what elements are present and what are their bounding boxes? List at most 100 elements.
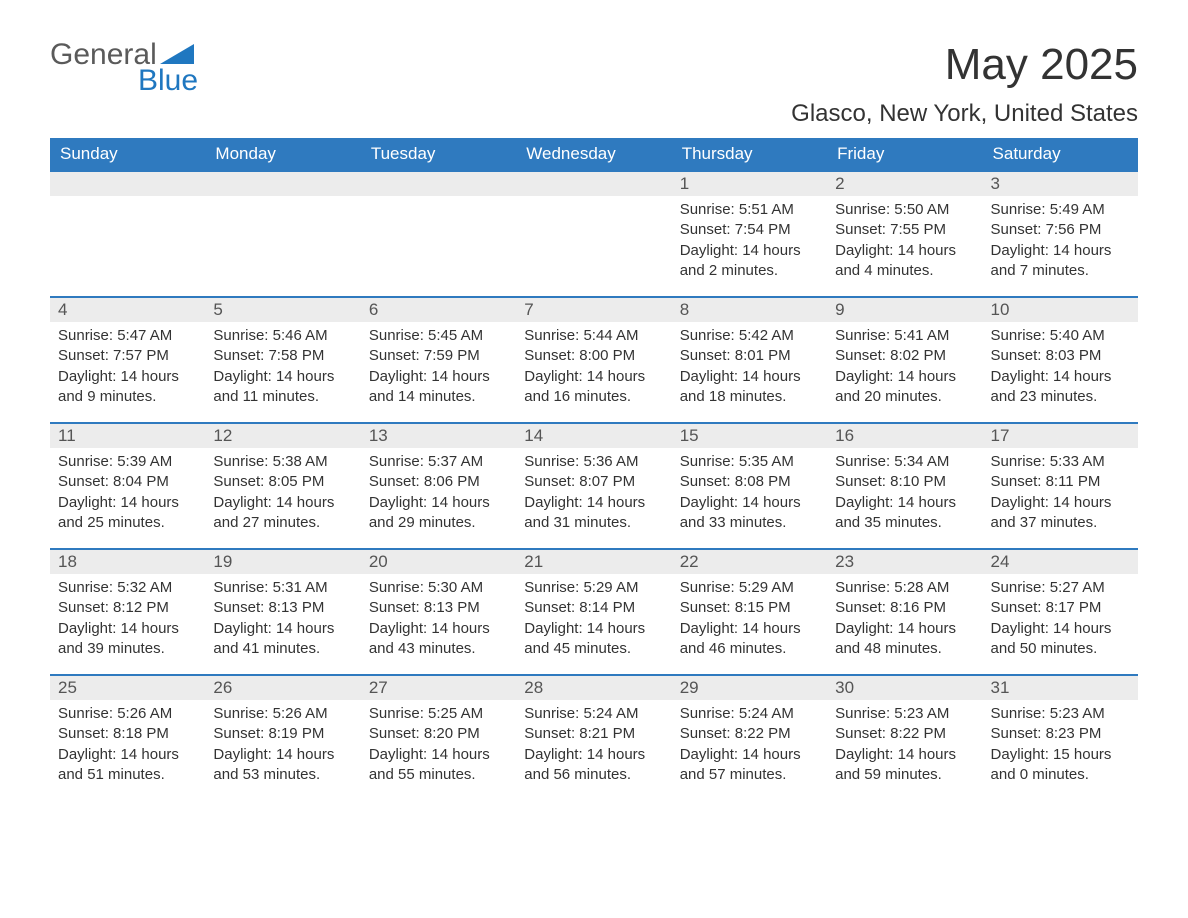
day-number: 12 bbox=[205, 424, 360, 448]
day-body: Sunrise: 5:39 AMSunset: 8:04 PMDaylight:… bbox=[50, 448, 205, 543]
brand-logo: General Blue bbox=[50, 40, 198, 96]
day-line: Daylight: 14 hours and 11 minutes. bbox=[213, 367, 352, 408]
day-line: Sunset: 7:57 PM bbox=[58, 346, 197, 366]
day-number: 26 bbox=[205, 676, 360, 700]
day-line: Sunset: 7:55 PM bbox=[835, 220, 974, 240]
calendar-cell: 8Sunrise: 5:42 AMSunset: 8:01 PMDaylight… bbox=[672, 297, 827, 423]
day-line: Sunset: 7:54 PM bbox=[680, 220, 819, 240]
calendar-cell: 11Sunrise: 5:39 AMSunset: 8:04 PMDayligh… bbox=[50, 423, 205, 549]
calendar-cell bbox=[361, 171, 516, 297]
day-line: Sunrise: 5:26 AM bbox=[213, 704, 352, 724]
day-number: 2 bbox=[827, 172, 982, 196]
day-body: Sunrise: 5:33 AMSunset: 8:11 PMDaylight:… bbox=[983, 448, 1138, 543]
day-line: Sunrise: 5:35 AM bbox=[680, 452, 819, 472]
day-number: 25 bbox=[50, 676, 205, 700]
day-line: Daylight: 14 hours and 29 minutes. bbox=[369, 493, 508, 534]
day-line: Sunrise: 5:37 AM bbox=[369, 452, 508, 472]
day-body: Sunrise: 5:41 AMSunset: 8:02 PMDaylight:… bbox=[827, 322, 982, 417]
day-number: 9 bbox=[827, 298, 982, 322]
page-header: General Blue May 2025 Glasco, New York, … bbox=[50, 40, 1138, 128]
calendar-cell: 15Sunrise: 5:35 AMSunset: 8:08 PMDayligh… bbox=[672, 423, 827, 549]
day-number: 1 bbox=[672, 172, 827, 196]
day-line: Sunrise: 5:29 AM bbox=[524, 578, 663, 598]
day-body: Sunrise: 5:34 AMSunset: 8:10 PMDaylight:… bbox=[827, 448, 982, 543]
day-number: 7 bbox=[516, 298, 671, 322]
day-line: Sunrise: 5:44 AM bbox=[524, 326, 663, 346]
day-body: Sunrise: 5:42 AMSunset: 8:01 PMDaylight:… bbox=[672, 322, 827, 417]
day-line: Daylight: 14 hours and 35 minutes. bbox=[835, 493, 974, 534]
day-line: Sunset: 8:13 PM bbox=[369, 598, 508, 618]
day-line: Sunset: 8:16 PM bbox=[835, 598, 974, 618]
day-line: Sunrise: 5:38 AM bbox=[213, 452, 352, 472]
day-line: Sunset: 7:59 PM bbox=[369, 346, 508, 366]
day-number: 10 bbox=[983, 298, 1138, 322]
day-number bbox=[361, 172, 516, 196]
month-title: May 2025 bbox=[791, 40, 1138, 90]
day-line: Sunset: 8:10 PM bbox=[835, 472, 974, 492]
day-line: Daylight: 14 hours and 16 minutes. bbox=[524, 367, 663, 408]
day-line: Sunset: 8:02 PM bbox=[835, 346, 974, 366]
day-line: Sunset: 8:22 PM bbox=[835, 724, 974, 744]
day-line: Sunrise: 5:50 AM bbox=[835, 200, 974, 220]
day-number bbox=[50, 172, 205, 196]
day-body: Sunrise: 5:27 AMSunset: 8:17 PMDaylight:… bbox=[983, 574, 1138, 669]
day-body: Sunrise: 5:26 AMSunset: 8:18 PMDaylight:… bbox=[50, 700, 205, 795]
day-line: Sunset: 8:14 PM bbox=[524, 598, 663, 618]
day-line: Sunrise: 5:45 AM bbox=[369, 326, 508, 346]
day-number: 11 bbox=[50, 424, 205, 448]
calendar-week-row: 18Sunrise: 5:32 AMSunset: 8:12 PMDayligh… bbox=[50, 549, 1138, 675]
day-line: Daylight: 14 hours and 9 minutes. bbox=[58, 367, 197, 408]
weekday-header-row: SundayMondayTuesdayWednesdayThursdayFrid… bbox=[50, 138, 1138, 171]
day-line: Daylight: 14 hours and 39 minutes. bbox=[58, 619, 197, 660]
calendar-cell: 31Sunrise: 5:23 AMSunset: 8:23 PMDayligh… bbox=[983, 675, 1138, 801]
day-number: 21 bbox=[516, 550, 671, 574]
day-body: Sunrise: 5:49 AMSunset: 7:56 PMDaylight:… bbox=[983, 196, 1138, 291]
day-body: Sunrise: 5:45 AMSunset: 7:59 PMDaylight:… bbox=[361, 322, 516, 417]
calendar-cell: 21Sunrise: 5:29 AMSunset: 8:14 PMDayligh… bbox=[516, 549, 671, 675]
day-line: Sunrise: 5:25 AM bbox=[369, 704, 508, 724]
calendar-week-row: 4Sunrise: 5:47 AMSunset: 7:57 PMDaylight… bbox=[50, 297, 1138, 423]
calendar-cell: 7 Sunrise: 5:44 AMSunset: 8:00 PMDaylight… bbox=[516, 297, 671, 423]
day-line: Daylight: 14 hours and 20 minutes. bbox=[835, 367, 974, 408]
day-line: Daylight: 14 hours and 46 minutes. bbox=[680, 619, 819, 660]
day-body: Sunrise: 5:50 AMSunset: 7:55 PMDaylight:… bbox=[827, 196, 982, 291]
day-line: Sunset: 8:11 PM bbox=[991, 472, 1130, 492]
day-line: Sunset: 8:06 PM bbox=[369, 472, 508, 492]
day-line: Sunset: 7:58 PM bbox=[213, 346, 352, 366]
day-body: Sunrise: 5:24 AMSunset: 8:22 PMDaylight:… bbox=[672, 700, 827, 795]
day-line: Daylight: 14 hours and 33 minutes. bbox=[680, 493, 819, 534]
day-number: 17 bbox=[983, 424, 1138, 448]
day-line: Sunset: 8:03 PM bbox=[991, 346, 1130, 366]
location-text: Glasco, New York, United States bbox=[791, 100, 1138, 128]
day-line: Sunrise: 5:41 AM bbox=[835, 326, 974, 346]
day-number: 13 bbox=[361, 424, 516, 448]
day-body bbox=[516, 196, 671, 210]
day-line: Sunrise: 5:31 AM bbox=[213, 578, 352, 598]
day-line: Sunset: 8:21 PM bbox=[524, 724, 663, 744]
calendar-cell: 29Sunrise: 5:24 AMSunset: 8:22 PMDayligh… bbox=[672, 675, 827, 801]
calendar-cell: 20Sunrise: 5:30 AMSunset: 8:13 PMDayligh… bbox=[361, 549, 516, 675]
day-number: 22 bbox=[672, 550, 827, 574]
day-line: Sunset: 8:00 PM bbox=[524, 346, 663, 366]
day-body: Sunrise: 5:40 AMSunset: 8:03 PMDaylight:… bbox=[983, 322, 1138, 417]
day-body bbox=[50, 196, 205, 210]
day-line: Sunset: 8:15 PM bbox=[680, 598, 819, 618]
day-line: Sunrise: 5:42 AM bbox=[680, 326, 819, 346]
day-body: Sunrise: 5:25 AMSunset: 8:20 PMDaylight:… bbox=[361, 700, 516, 795]
day-number: 20 bbox=[361, 550, 516, 574]
day-line: Sunset: 8:05 PM bbox=[213, 472, 352, 492]
weekday-header: Sunday bbox=[50, 138, 205, 171]
calendar-cell: 27Sunrise: 5:25 AMSunset: 8:20 PMDayligh… bbox=[361, 675, 516, 801]
day-line: Sunrise: 5:51 AM bbox=[680, 200, 819, 220]
calendar-cell: 17Sunrise: 5:33 AMSunset: 8:11 PMDayligh… bbox=[983, 423, 1138, 549]
calendar-body: 1 Sunrise: 5:51 AMSunset: 7:54 PM Daylight… bbox=[50, 171, 1138, 801]
calendar-cell: 24Sunrise: 5:27 AMSunset: 8:17 PMDayligh… bbox=[983, 549, 1138, 675]
calendar-cell: 12Sunrise: 5:38 AMSunset: 8:05 PMDayligh… bbox=[205, 423, 360, 549]
calendar-cell: 16Sunrise: 5:34 AMSunset: 8:10 PMDayligh… bbox=[827, 423, 982, 549]
calendar-cell: 28Sunrise: 5:24 AMSunset: 8:21 PMDayligh… bbox=[516, 675, 671, 801]
day-number: 19 bbox=[205, 550, 360, 574]
calendar-thead: SundayMondayTuesdayWednesdayThursdayFrid… bbox=[50, 138, 1138, 171]
weekday-header: Thursday bbox=[672, 138, 827, 171]
calendar-cell: 25Sunrise: 5:26 AMSunset: 8:18 PMDayligh… bbox=[50, 675, 205, 801]
day-line: Daylight: 14 hours and 25 minutes. bbox=[58, 493, 197, 534]
